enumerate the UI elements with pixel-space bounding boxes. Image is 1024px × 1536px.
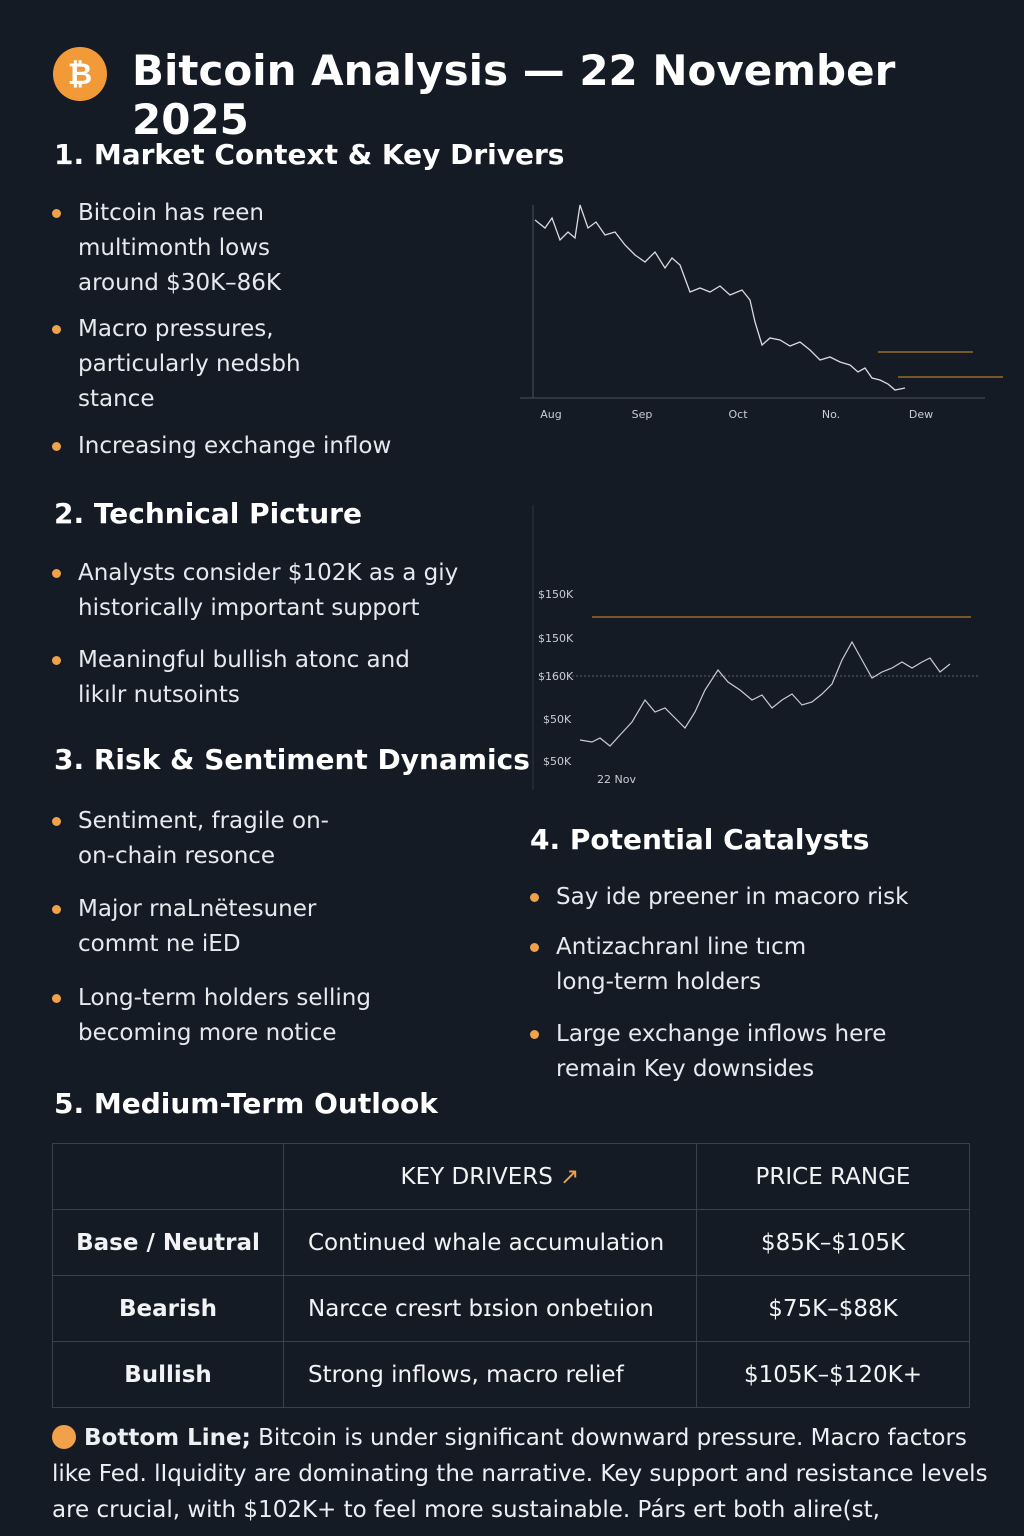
charts: Aug Sep Oct No. Dew $150K $150K $160K $5… [520, 204, 1003, 790]
bullet: Long-term holders selling becoming more … [52, 981, 398, 1051]
scenario: Base / Neutral [52, 1209, 284, 1276]
y-axis-label: $50K [543, 713, 572, 726]
price-range: $105K–$120K+ [696, 1341, 970, 1408]
section-heading: 4. Potential Catalysts [530, 823, 870, 856]
bullet: Sentiment, fragile on-on-chain resonce [52, 804, 338, 874]
bullet: Antizachranl line tıcm long-term holders [530, 930, 856, 1000]
driver: Continued whale accumulation [283, 1209, 697, 1276]
svg-text:₿: ₿ [68, 57, 92, 92]
price-range: $75K–$88K [696, 1275, 970, 1342]
driver: Strong inflows, macro relief [283, 1341, 697, 1408]
x-axis-label: Sep [632, 408, 653, 421]
bullet: Large exchange inflows here remain Key d… [530, 1017, 936, 1087]
page-title: Bitcoin Analysis — 22 November 2025 [132, 46, 896, 144]
outlook-table: KEY DRIVERS ↗ PRICE RANGE Base / Neutral… [52, 1143, 970, 1408]
driver: Narcce cresrt bɪsion onbetıion [283, 1275, 697, 1342]
bullet: Major rnaLnëtesuner commt ne iED [52, 892, 358, 962]
header-cell: KEY DRIVERS ↗ [283, 1143, 697, 1210]
x-axis-label: Oct [728, 408, 748, 421]
bullet: Say ide preener in macoro risk [530, 880, 976, 915]
bitcoin-icon: ₿ [53, 47, 107, 101]
icon [52, 1425, 76, 1449]
header-text: KEY DRIVERS [400, 1163, 553, 1190]
header-cell: PRICE RANGE [696, 1143, 970, 1210]
bottom-line-label: Bottom Line; [84, 1425, 251, 1451]
section-heading: 5. Medium-Term Outlook [54, 1087, 438, 1120]
bullet: Analysts consider $102K as a giy histori… [52, 556, 478, 626]
y-axis-label: $150K [538, 588, 574, 601]
header-text: PRICE RANGE [755, 1163, 911, 1190]
section-heading: 2. Technical Picture [54, 497, 362, 530]
bottom-line: Bottom Line; Bitcoin is under significan… [52, 1420, 1002, 1528]
x-axis-label: No. [822, 408, 840, 421]
x-axis-label: Dew [909, 408, 933, 421]
header-cell [52, 1143, 284, 1210]
bullet: Meaningful bullish atonc and likılr nuts… [52, 643, 438, 713]
x-axis-label: 22 Nov [597, 773, 636, 786]
y-axis-label: $150K [538, 632, 574, 645]
section-heading: 3. Risk & Sentiment Dynamics [54, 743, 530, 776]
price-range: $85K–$105K [696, 1209, 970, 1276]
section-heading: 1. Market Context & Key Drivers [54, 138, 565, 171]
bullet: Macro pressures, particularly nedsbh sta… [52, 312, 338, 417]
bullet: Increasing exchange inflow [52, 429, 478, 464]
y-axis-label: $50K [543, 755, 572, 768]
scenario: Bearish [52, 1275, 284, 1342]
scenario: Bullish [52, 1341, 284, 1408]
bottom-line-text: Bitcoin is under significant downward pr… [52, 1425, 988, 1523]
bullet: Bitcoin has reen multimonth lows around … [52, 196, 338, 301]
x-axis-label: Aug [540, 408, 561, 421]
y-axis-label: $160K [538, 670, 574, 683]
